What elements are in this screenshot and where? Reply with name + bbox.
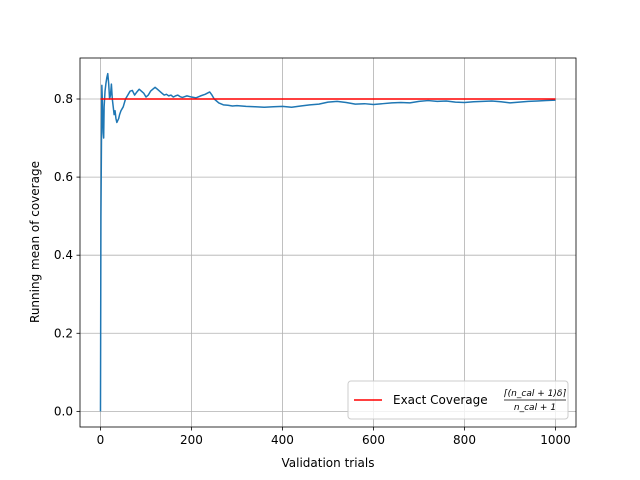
x-tick-label: 200 bbox=[180, 433, 203, 447]
axes-frame bbox=[79, 57, 577, 428]
y-tick-label: 0.2 bbox=[54, 326, 73, 340]
y-tick-label: 0.6 bbox=[54, 170, 73, 184]
x-tick-label: 1000 bbox=[540, 433, 571, 447]
x-tick-label: 400 bbox=[271, 433, 294, 447]
x-tick-label: 0 bbox=[97, 433, 105, 447]
axis-ticks: 0 200 400 600 800 1000 0.0 0.2 0.4 0.6 0.8 bbox=[54, 92, 571, 447]
legend: Exact Coverage ⌈(n_cal + 1)δ⌉ n_cal + 1 bbox=[347, 380, 569, 420]
legend-formula-numerator: ⌈(n_cal + 1)δ⌉ bbox=[504, 389, 566, 399]
x-tick-label: 600 bbox=[362, 433, 385, 447]
series-lines bbox=[99, 72, 556, 412]
legend-label-exact-coverage: Exact Coverage bbox=[393, 393, 488, 407]
legend-formula-denominator: n_cal + 1 bbox=[514, 403, 556, 413]
y-tick-label: 0.4 bbox=[54, 248, 73, 262]
x-axis-label: Validation trials bbox=[282, 456, 375, 470]
legend-box bbox=[347, 380, 569, 420]
x-tick-label: 800 bbox=[453, 433, 476, 447]
y-axis-label: Running mean of coverage bbox=[28, 161, 42, 323]
y-tick-label: 0.8 bbox=[54, 92, 73, 106]
y-tick-label: 0.0 bbox=[54, 404, 73, 418]
running-mean-coverage-line bbox=[99, 72, 556, 412]
legend-formula: ⌈(n_cal + 1)δ⌉ n_cal + 1 bbox=[504, 389, 566, 413]
